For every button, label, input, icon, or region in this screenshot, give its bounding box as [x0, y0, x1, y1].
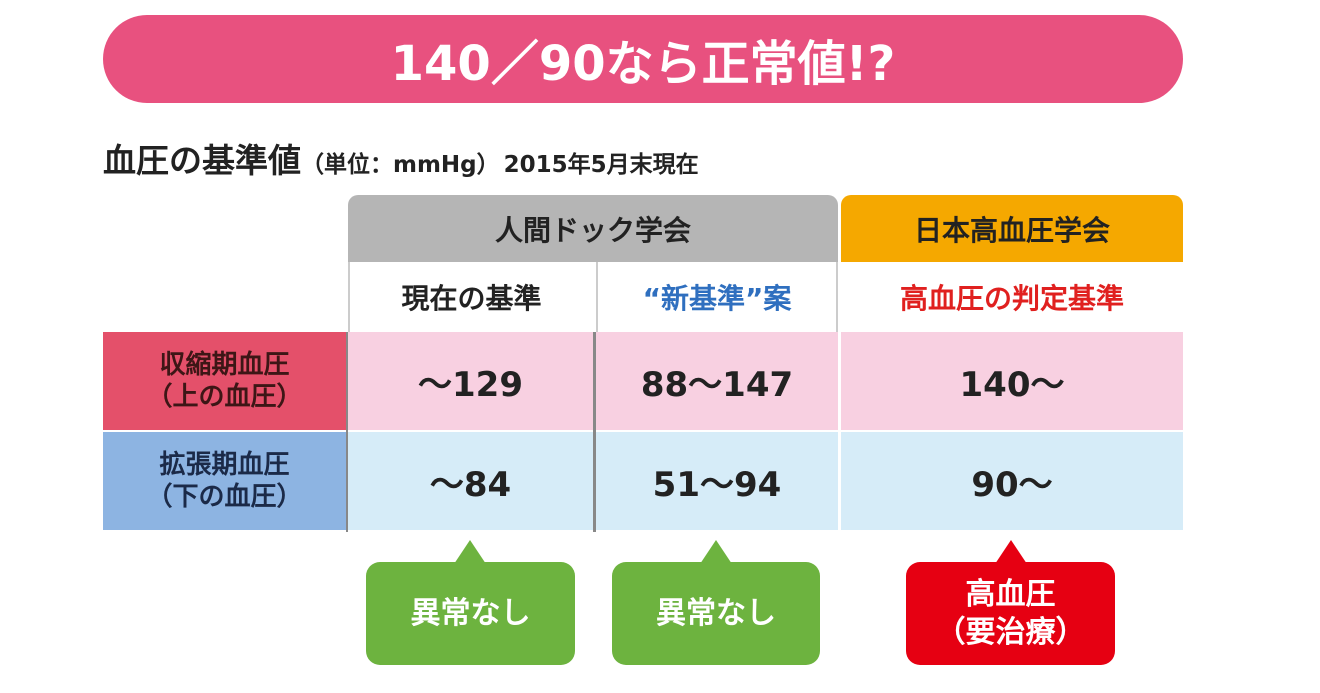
subtitle-unit: （単位：mmHg） [301, 152, 500, 178]
cell: 140～ [841, 332, 1183, 430]
subtitle-date: 2015年5月末現在 [503, 152, 699, 178]
group-label: 人間ドック学会 [494, 213, 691, 247]
row-label-line: 拡張期血圧 [159, 449, 290, 480]
row-separator [103, 430, 1183, 432]
column-label: 高血圧の判定基準 [899, 282, 1124, 315]
cell-value: ～84 [429, 464, 512, 505]
cell-value: ～129 [418, 364, 523, 405]
column-separator [593, 332, 596, 532]
callout-pointer [995, 540, 1027, 564]
column-label: 現在の基準 [401, 282, 542, 315]
callout: 異常なし [366, 562, 575, 665]
subtitle: 血圧の基準値 （単位：mmHg） 2015年5月末現在 [103, 134, 699, 180]
cell-value: 88～147 [640, 364, 794, 405]
callout-text: 高血圧 [965, 577, 1056, 612]
cell-value: 140～ [959, 364, 1065, 405]
column-header: 高血圧の判定基準 [841, 262, 1183, 332]
group-header: 日本高血圧学会 [841, 195, 1183, 262]
callout-text: （要治療） [935, 614, 1086, 650]
cell-value: 90～ [971, 464, 1053, 505]
cell: ～84 [348, 432, 593, 530]
cell: 51～94 [596, 432, 838, 530]
row-label-line: 収縮期血圧 [159, 349, 290, 380]
cell-value: 51～94 [652, 464, 782, 505]
callout-pointer [700, 540, 732, 564]
row-label-line: （下の血圧） [146, 482, 303, 512]
column-header: 現在の基準 [348, 262, 593, 332]
cell: 90～ [841, 432, 1183, 530]
column-label: “新基準”案 [642, 282, 792, 315]
cell: ～129 [348, 332, 593, 430]
callout-text: 異常なし [656, 595, 776, 631]
callout-text: 異常なし [410, 595, 531, 631]
column-separator [346, 332, 348, 532]
row-label-line: （上の血圧） [146, 382, 303, 412]
column-header: “新基準”案 [596, 262, 838, 332]
row-label: 拡張期血圧 （下の血圧） [103, 432, 346, 530]
cell: 88～147 [596, 332, 838, 430]
column-separator [838, 332, 841, 532]
subtitle-main: 血圧の基準値 [103, 141, 301, 180]
group-header: 人間ドック学会 [348, 195, 838, 262]
row-label: 収縮期血圧 （上の血圧） [103, 332, 346, 430]
title-banner: 140／90なら正常値!? [103, 15, 1183, 103]
callout: 異常なし [612, 562, 820, 665]
callout-pointer [454, 540, 486, 564]
group-label: 日本高血圧学会 [913, 213, 1110, 247]
title: 140／90なら正常値!? [390, 36, 896, 92]
callout: 高血圧 （要治療） [906, 562, 1115, 665]
